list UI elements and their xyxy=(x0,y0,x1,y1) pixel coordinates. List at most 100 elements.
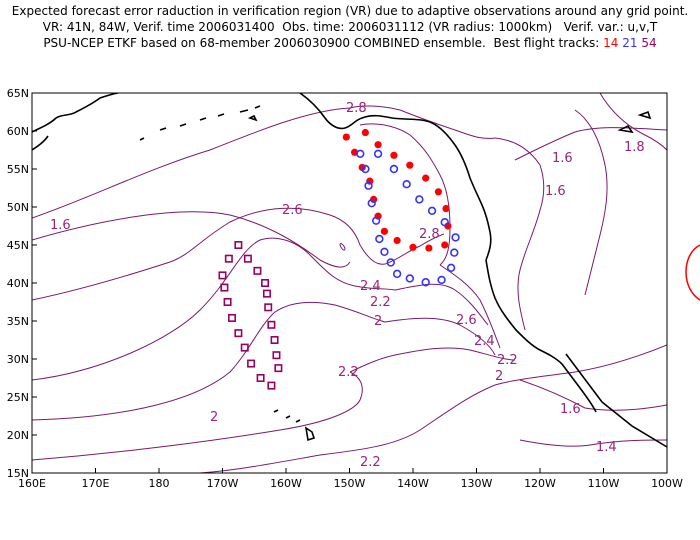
track-c-marker xyxy=(253,266,262,275)
contour-line xyxy=(439,264,501,349)
lat-tick-label: 40N xyxy=(7,277,29,290)
track-a-marker xyxy=(406,161,414,169)
contour-line xyxy=(494,137,545,331)
contour-line xyxy=(349,347,516,373)
track-a-markers xyxy=(342,128,452,252)
contour-label: 2.2 xyxy=(338,365,359,380)
coastline-mexico xyxy=(601,401,667,448)
track-a-marker xyxy=(441,241,449,249)
contour-label: 1.4 xyxy=(596,440,617,455)
track-c-marker xyxy=(234,329,243,338)
track-c-markers xyxy=(218,241,283,390)
contour-label: 2.4 xyxy=(360,279,381,294)
contour-label: 1.8 xyxy=(624,140,645,155)
contour-line xyxy=(384,317,496,356)
contour-label: 1.6 xyxy=(545,184,566,199)
track-a-marker xyxy=(409,243,417,251)
lon-tick-label: 180 xyxy=(149,477,170,490)
lon-tick-label: 130W xyxy=(461,477,493,490)
coastline-alaska xyxy=(32,93,119,133)
contour-line xyxy=(32,107,351,219)
title-line-2: VR: 41N, 84W, Verif. time 2006031400 Obs… xyxy=(42,20,658,34)
coastline-west-coast xyxy=(485,259,563,365)
lon-tick-label: 100W xyxy=(651,477,683,490)
track-c-marker xyxy=(261,278,270,287)
track-b-marker xyxy=(392,269,402,279)
track-a-marker xyxy=(361,128,369,137)
contour-line xyxy=(32,211,351,268)
lon-tick-label: 160W xyxy=(270,477,302,490)
lat-tick-label: 30N xyxy=(7,353,29,366)
track-b-marker xyxy=(405,274,415,283)
contour-line xyxy=(519,439,667,447)
track-a-marker xyxy=(425,244,433,252)
track-a-marker xyxy=(434,188,442,196)
track-c-marker xyxy=(262,289,271,298)
contour-label: 2.6 xyxy=(282,203,303,218)
contour-label: 2.8 xyxy=(346,101,367,116)
track-b-marker xyxy=(386,258,395,267)
track-b-marker xyxy=(415,195,424,204)
track-b-marker xyxy=(361,164,370,174)
track-a-marker xyxy=(442,204,450,213)
track-c-marker xyxy=(223,297,232,306)
contour-label: 1.6 xyxy=(560,402,581,417)
track-a-marker xyxy=(374,141,382,149)
contour-line xyxy=(599,93,667,151)
track-b-marker xyxy=(373,149,383,159)
track-b-marker xyxy=(375,234,384,244)
title-line-3: PSU-NCEP ETKF based on 68-member 2006030… xyxy=(0,36,700,50)
map-layer: 2.8 1.6 1.8 1.6 1.6 2.6 2.8 2.4 2.2 2 2.… xyxy=(32,93,667,473)
track-b-marker xyxy=(450,248,459,257)
track-c-marker xyxy=(220,283,229,292)
track-c-marker xyxy=(243,254,252,263)
title-line-3-text: PSU-NCEP ETKF based on 68-member 2006030… xyxy=(43,36,604,50)
contour-label: 2 xyxy=(210,410,218,425)
lon-tick-label: 150W xyxy=(334,477,366,490)
contour-line xyxy=(32,371,363,461)
contour-label: 2 xyxy=(374,314,382,329)
contour-line xyxy=(519,379,667,411)
verification-region-circle xyxy=(685,244,700,301)
track-b-marker xyxy=(380,247,389,257)
track-c-marker xyxy=(218,271,227,280)
lon-tick-label: 170W xyxy=(207,477,239,490)
contour-label: 1.6 xyxy=(50,218,71,233)
track-a-marker xyxy=(366,177,374,185)
contour-label: 2.2 xyxy=(497,353,518,368)
coastline-kamchatka xyxy=(32,135,49,151)
track-b-marker xyxy=(402,180,411,189)
track-a-marker xyxy=(342,133,350,141)
lon-tick-label: 170E xyxy=(82,477,110,490)
track-c-marker xyxy=(224,254,233,263)
track-b-marker xyxy=(437,275,446,285)
contour-line xyxy=(574,109,608,296)
track-a-marker xyxy=(393,236,401,245)
contour-label: 2 xyxy=(495,369,503,384)
track-b-marker xyxy=(427,206,437,216)
contour-line xyxy=(339,243,346,251)
lat-tick-label: 55N xyxy=(7,163,29,176)
track-c-marker xyxy=(267,320,276,329)
coastline-gulf-of-alaska xyxy=(299,93,471,179)
track-c-marker xyxy=(274,364,283,373)
track-b-marker xyxy=(451,233,460,242)
lon-tick-label: 140W xyxy=(397,477,429,490)
track-b-marker xyxy=(364,181,373,190)
track-c-marker xyxy=(247,359,256,368)
contour-line xyxy=(32,237,396,381)
coastline-hawaii xyxy=(273,409,316,442)
track-c-marker xyxy=(270,335,279,344)
contour-label: 2.2 xyxy=(370,295,391,310)
lon-tick-label: 120W xyxy=(524,477,556,490)
track-c-label: 54 xyxy=(641,36,657,50)
lat-tick-label: 65N xyxy=(7,87,29,100)
lon-tick-label: 160E xyxy=(18,477,46,490)
lon-tick-label: 110W xyxy=(588,477,620,490)
contour-line xyxy=(394,283,489,326)
contour-label: 2.2 xyxy=(360,455,381,470)
contour-line xyxy=(514,127,667,161)
track-a-marker xyxy=(390,151,398,159)
track-c-marker xyxy=(267,381,276,390)
track-a-marker xyxy=(370,195,378,203)
